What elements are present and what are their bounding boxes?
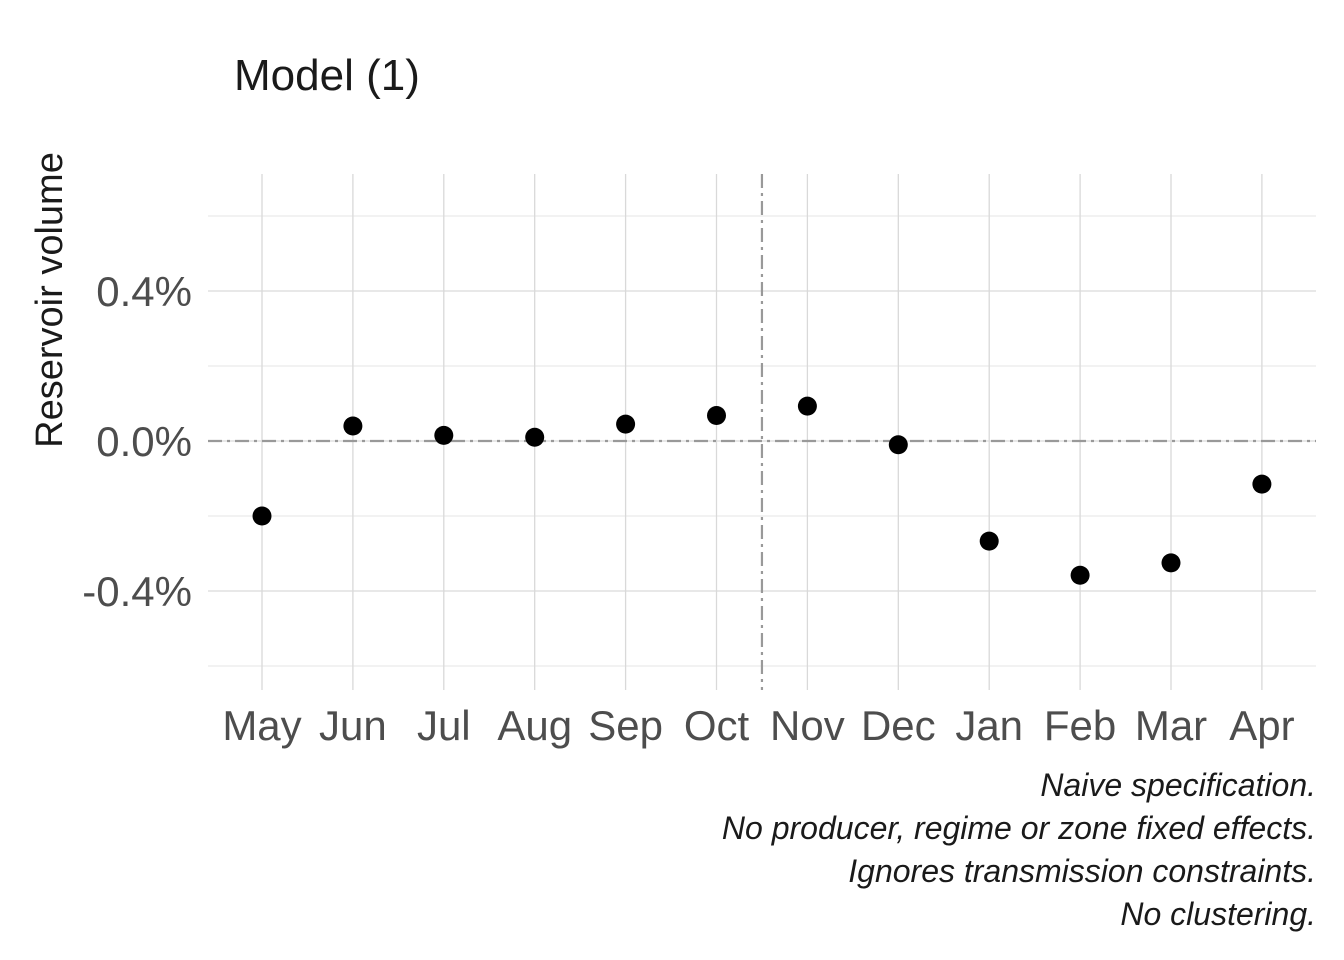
y-axis-label: Reservoir volume (29, 152, 71, 448)
x-tick-label: Jan (955, 702, 1023, 749)
caption-line-3: Ignores transmission constraints. (848, 853, 1316, 889)
data-point-jan (979, 531, 999, 551)
data-point-jun (343, 416, 363, 436)
caption-line-1: Naive specification. (1040, 767, 1316, 803)
y-tick-label: 0.0% (96, 418, 192, 465)
x-tick-label: Apr (1229, 702, 1294, 749)
data-points (252, 396, 1272, 585)
data-point-may (252, 506, 272, 526)
chart-caption: Naive specification. No producer, regime… (722, 767, 1316, 932)
data-point-apr (1252, 474, 1272, 494)
data-point-aug (525, 427, 545, 447)
x-tick-label: Jul (417, 702, 471, 749)
x-tick-label: Mar (1135, 702, 1207, 749)
data-point-dec (888, 435, 908, 455)
data-point-oct (707, 406, 726, 425)
reference-lines (208, 174, 1316, 690)
chart-title: Model (1) (234, 51, 420, 100)
y-tick-label: 0.4% (96, 268, 192, 315)
x-tick-label: Oct (684, 702, 750, 749)
data-point-jul (434, 425, 454, 445)
data-point-nov (797, 396, 817, 416)
data-point-sep (616, 414, 636, 434)
data-point-mar (1161, 553, 1181, 573)
y-tick-label: -0.4% (82, 568, 192, 615)
x-tick-label: Jun (319, 702, 387, 749)
x-tick-label: May (222, 702, 301, 749)
y-axis-ticks: 0.4% 0.0% -0.4% (82, 268, 192, 615)
data-point-feb (1070, 565, 1090, 585)
x-tick-label: Dec (861, 702, 936, 749)
x-tick-label: Nov (770, 702, 845, 749)
x-axis-ticks: May Jun Jul Aug Sep Oct Nov Dec Jan Feb Mar Apr (222, 702, 1294, 749)
x-tick-label: Aug (497, 702, 572, 749)
x-tick-label: Sep (588, 702, 663, 749)
caption-line-2: No producer, regime or zone fixed effect… (722, 810, 1316, 846)
caption-line-4: No clustering. (1120, 896, 1316, 932)
x-tick-label: Feb (1044, 702, 1116, 749)
